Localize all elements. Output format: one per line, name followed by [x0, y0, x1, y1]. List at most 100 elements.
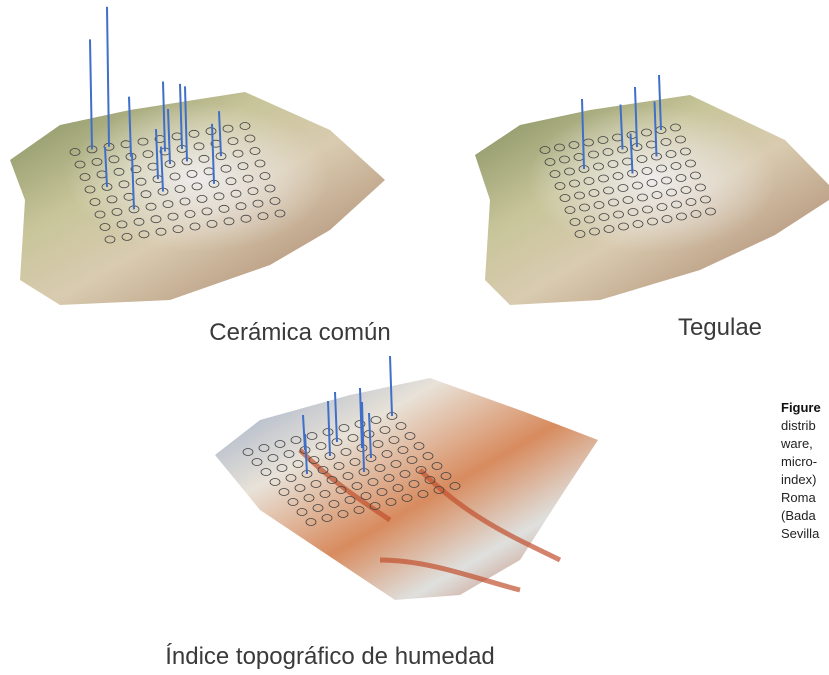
sample-point	[372, 440, 384, 448]
sample-point	[260, 468, 272, 476]
sample-point	[627, 208, 639, 216]
sample-point	[399, 470, 411, 478]
sample-point	[675, 174, 687, 182]
sample-point	[433, 486, 445, 494]
sample-point	[603, 225, 615, 233]
sample-point	[440, 472, 452, 480]
sample-point	[249, 147, 261, 155]
sample-point	[642, 205, 653, 214]
sample-point	[602, 148, 614, 156]
sample-point	[292, 460, 304, 468]
sample-point	[671, 200, 682, 209]
sample-point	[274, 440, 286, 448]
sample-point	[162, 200, 174, 209]
sample-point	[130, 165, 142, 174]
sample-point	[554, 143, 565, 152]
sample-point	[186, 169, 198, 178]
sample-point	[351, 482, 363, 490]
sample-point	[337, 510, 349, 518]
find-stem	[334, 391, 338, 443]
sample-point	[205, 127, 217, 136]
sample-point	[607, 160, 619, 168]
find-stem	[581, 98, 585, 170]
sample-point	[646, 179, 658, 187]
sample-point	[583, 177, 595, 185]
sample-point	[232, 149, 244, 158]
find-stem	[167, 108, 171, 165]
sample-point	[690, 210, 702, 218]
sample-point	[201, 207, 213, 216]
terrain-panel: Índice topográfico de humedad	[165, 355, 598, 670]
sample-point	[145, 202, 157, 211]
sample-point	[294, 484, 306, 492]
sample-point	[340, 448, 352, 456]
sample-point	[705, 207, 716, 216]
sample-point	[641, 167, 653, 175]
sample-point	[140, 190, 152, 199]
sample-point	[406, 456, 418, 464]
sample-point	[449, 482, 461, 490]
sample-point	[333, 462, 345, 470]
sample-point	[206, 219, 218, 228]
sample-point	[69, 148, 81, 156]
sample-point	[179, 197, 191, 206]
find-stem	[619, 104, 624, 150]
caption-line: distrib	[781, 418, 816, 433]
terrain-surface	[215, 378, 598, 600]
sample-point	[589, 227, 600, 236]
sample-point	[239, 122, 251, 130]
sample-point	[118, 180, 130, 189]
sample-grid	[539, 74, 716, 238]
sample-point	[252, 199, 264, 208]
caption-line: micro-	[781, 454, 817, 469]
sample-point	[374, 464, 386, 472]
sample-point	[74, 160, 86, 169]
sample-point	[564, 206, 576, 214]
sample-point	[656, 203, 668, 211]
sample-point	[91, 157, 103, 166]
find-stem	[389, 355, 393, 417]
sample-point	[584, 215, 595, 224]
sample-point	[155, 227, 167, 236]
sample-point	[637, 193, 648, 202]
sample-point	[269, 197, 281, 205]
sample-point	[227, 137, 239, 146]
sample-point	[431, 462, 443, 470]
sample-point	[354, 420, 366, 428]
find-stem	[658, 74, 662, 131]
sample-point	[695, 183, 706, 192]
sample-point	[424, 476, 436, 484]
sample-point	[193, 142, 205, 151]
sample-point	[661, 176, 672, 185]
sample-point	[306, 432, 318, 440]
sample-point	[597, 136, 609, 144]
sample-point	[242, 174, 254, 183]
find-stem	[304, 433, 308, 475]
sample-point	[574, 230, 586, 238]
find-stem	[179, 83, 183, 149]
sample-point	[680, 186, 692, 194]
sample-point	[422, 452, 434, 460]
sample-point	[388, 436, 400, 444]
sample-point	[198, 154, 210, 163]
find-stem	[104, 146, 108, 187]
find-stem	[368, 412, 372, 459]
sample-point	[230, 189, 242, 198]
find-stem	[106, 6, 110, 147]
sample-point	[690, 171, 701, 180]
sample-point	[353, 506, 365, 514]
sample-point	[196, 194, 208, 203]
sample-point	[247, 187, 259, 196]
sample-point	[251, 458, 263, 466]
terrain-glow	[475, 95, 829, 305]
sample-point	[401, 494, 413, 502]
find-stem	[128, 96, 132, 157]
panel-label: Índice topográfico de humedad	[165, 643, 495, 670]
sample-point	[225, 177, 237, 186]
sample-point	[685, 159, 696, 168]
find-stem	[211, 123, 215, 184]
panel-label: Tegulae	[678, 314, 762, 341]
sample-point	[392, 484, 404, 492]
sample-point	[598, 213, 610, 221]
